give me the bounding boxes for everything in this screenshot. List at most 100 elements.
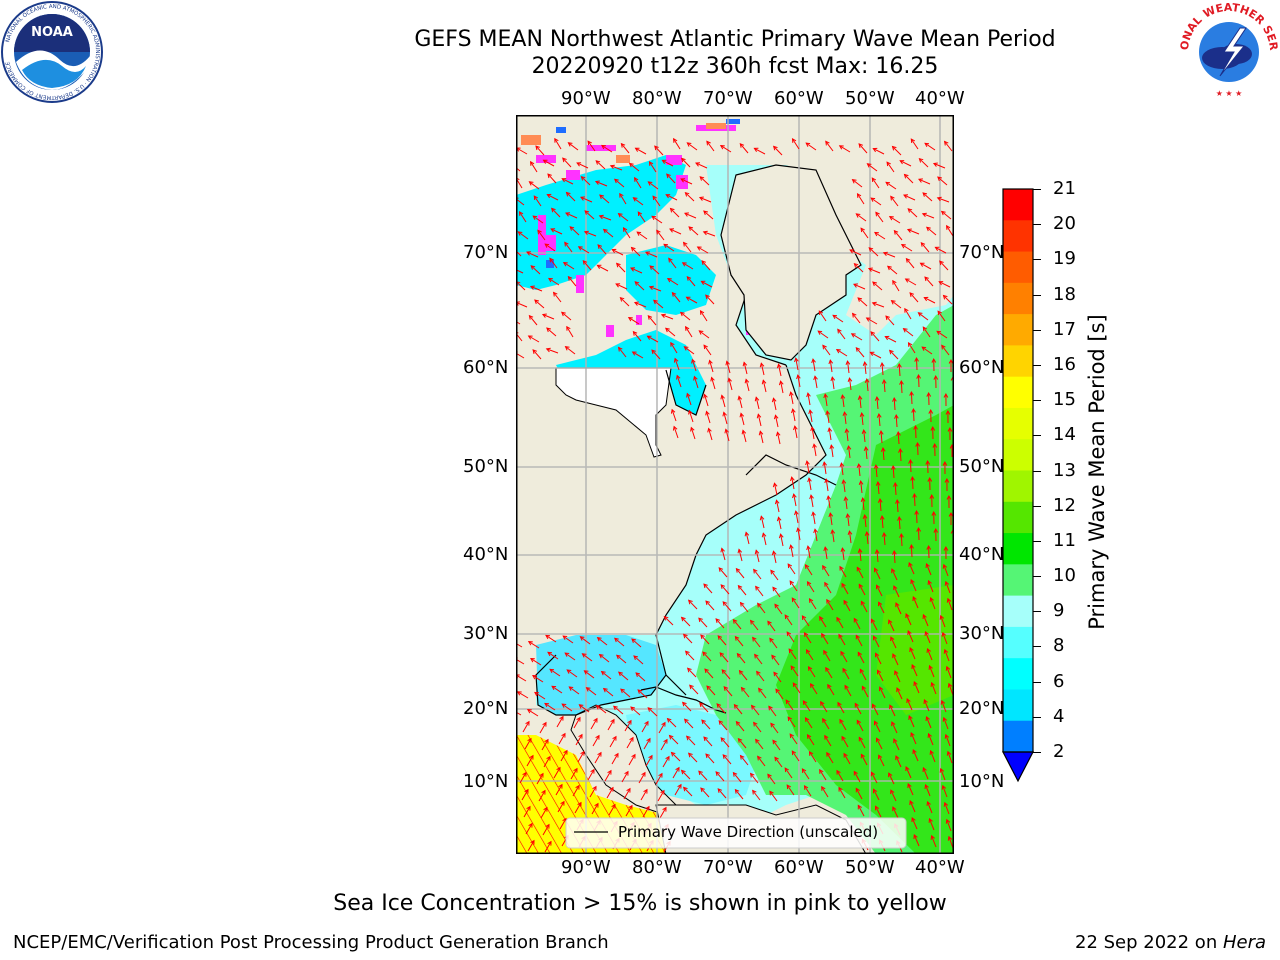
- wave-vector-head: [909, 800, 914, 806]
- wave-vector: [673, 426, 679, 439]
- wave-vector-head: [641, 771, 646, 777]
- wave-vector-head: [609, 786, 614, 792]
- wave-vector-head: [877, 669, 882, 675]
- wave-vector: [948, 836, 954, 849]
- wave-vector: [926, 716, 932, 729]
- wave-vector: [897, 431, 900, 445]
- wave-vector: [918, 374, 920, 388]
- wave-vector-head: [947, 835, 953, 841]
- wave-vector-head: [838, 145, 844, 150]
- wave-vector-head: [906, 698, 911, 704]
- wave-vector: [856, 567, 864, 579]
- wave-vector: [543, 159, 555, 167]
- wave-vector-head: [915, 441, 921, 447]
- wave-vector: [703, 210, 714, 220]
- colorbar-tick-mark: [1033, 540, 1041, 542]
- wave-vector-head: [527, 335, 533, 340]
- wave-vector-head: [580, 175, 586, 181]
- wave-vector: [806, 461, 810, 474]
- wave-vector-head: [794, 510, 799, 516]
- wave-vector-head: [893, 229, 899, 235]
- wave-vector-head: [789, 544, 794, 550]
- wave-vector-head: [888, 349, 894, 355]
- lon-label-top: 60°W: [774, 88, 824, 109]
- wave-vector-head: [890, 636, 895, 642]
- wave-vector-head: [767, 773, 772, 779]
- wave-vector: [910, 138, 919, 150]
- wave-vector-head: [568, 686, 574, 691]
- wave-vector-head: [735, 720, 741, 726]
- wave-vector: [855, 788, 863, 800]
- wave-vector: [658, 722, 666, 734]
- wave-vector-head: [925, 715, 930, 721]
- wave-vector: [723, 686, 733, 697]
- wave-vector-head: [550, 207, 556, 213]
- wave-vector-head: [927, 579, 932, 585]
- wave-vector-head: [867, 267, 873, 272]
- wave-vector-head: [813, 375, 818, 381]
- wave-vector: [621, 771, 629, 783]
- wave-vector-head: [933, 374, 939, 380]
- wave-vector-head: [698, 617, 703, 623]
- colorbar-block: [1003, 595, 1033, 628]
- wave-vector: [899, 448, 902, 462]
- wave-vector-head: [789, 391, 794, 397]
- wave-vector: [904, 308, 912, 320]
- wave-vector-head: [601, 144, 606, 150]
- wave-vector: [637, 689, 648, 699]
- wave-vector-head: [739, 412, 745, 418]
- wave-vector: [559, 818, 567, 830]
- wave-vector: [812, 359, 816, 372]
- wave-vector: [516, 281, 526, 291]
- wave-vector: [546, 348, 559, 354]
- colorbar-block: [1003, 282, 1033, 315]
- wave-vector-head: [875, 652, 880, 658]
- wave-vector: [699, 197, 712, 203]
- wave-vector: [786, 784, 795, 796]
- wave-vector: [722, 754, 732, 765]
- wave-vector-head: [786, 631, 792, 637]
- wave-vector: [859, 669, 867, 681]
- wave-vector: [706, 411, 711, 424]
- wave-vector-head: [651, 349, 656, 355]
- wave-vector: [804, 785, 812, 797]
- wave-vector-head: [545, 823, 550, 829]
- wave-vector-head: [704, 668, 709, 674]
- wave-vector-head: [564, 652, 570, 657]
- wave-vector: [565, 212, 578, 219]
- wave-vector: [666, 173, 676, 184]
- wave-vector: [688, 752, 698, 763]
- wave-vector: [557, 801, 565, 813]
- wave-vector: [889, 350, 899, 360]
- wave-vector-head: [661, 721, 666, 727]
- wave-vector: [599, 194, 610, 204]
- wave-vector: [857, 805, 865, 817]
- wave-vector: [787, 563, 796, 575]
- wave-vector-head: [573, 767, 578, 773]
- wave-vector-head: [843, 752, 848, 758]
- wave-vector-head: [820, 700, 825, 706]
- wave-vector: [547, 651, 559, 660]
- wave-vector-head: [924, 630, 929, 636]
- no-data-region: [555, 367, 672, 458]
- wave-vector: [832, 314, 844, 323]
- wave-vector: [543, 756, 551, 768]
- wave-vector: [720, 145, 732, 153]
- wave-vector: [683, 242, 692, 253]
- wave-vector-head: [896, 430, 901, 436]
- wave-vector: [584, 231, 597, 237]
- wave-vector: [584, 210, 595, 220]
- wave-vector-head: [669, 207, 675, 213]
- wave-vector: [629, 163, 640, 172]
- wave-vector-head: [948, 511, 954, 517]
- wave-vector: [698, 770, 708, 781]
- wave-vector-head: [845, 513, 851, 518]
- wave-vector-head: [598, 214, 604, 220]
- wave-vector-head: [773, 414, 779, 420]
- wave-vector: [740, 602, 749, 613]
- wave-vector-head: [749, 772, 755, 778]
- wave-vector-head: [563, 749, 568, 755]
- wave-vector-head: [609, 164, 615, 170]
- wave-vector-head: [899, 532, 904, 538]
- lon-label-top: 70°W: [703, 88, 753, 109]
